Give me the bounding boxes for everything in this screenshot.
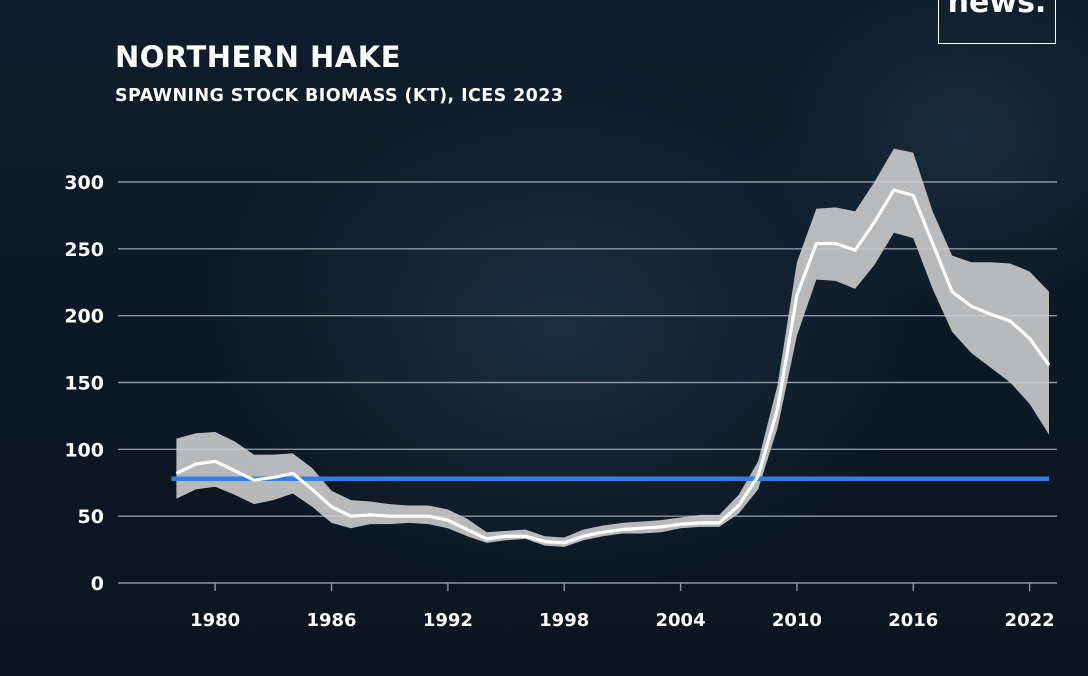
x-tick-label: 1998 xyxy=(539,610,589,631)
y-axis-ticks: 0 50 100 150 200 250 300 xyxy=(64,172,104,595)
x-tick-label: 2022 xyxy=(1005,610,1055,631)
confidence-band-group xyxy=(176,148,1050,547)
ssb-line xyxy=(175,188,1051,545)
y-tick-label: 50 xyxy=(78,506,104,528)
chart-title: NORTHERN HAKE xyxy=(115,40,402,74)
news-logo: news. xyxy=(938,0,1056,44)
ssb-line-group xyxy=(175,188,1051,545)
x-axis-ticks: 1980 1986 1992 1998 2004 2010 2016 2022 xyxy=(190,583,1055,631)
x-tick-label: 1986 xyxy=(306,610,356,631)
y-tick-label: 0 xyxy=(91,573,104,595)
chart-subtitle: SPAWNING STOCK BIOMASS (KT), ICES 2023 xyxy=(115,86,564,106)
y-tick-label: 300 xyxy=(64,172,104,194)
x-tick-label: 2004 xyxy=(656,610,706,631)
x-tick-label: 1980 xyxy=(190,610,240,631)
x-tick-label: 2010 xyxy=(772,610,822,631)
y-tick-label: 100 xyxy=(64,439,104,461)
x-tick-label: 1992 xyxy=(423,610,473,631)
gridlines xyxy=(118,181,1057,584)
confidence-band xyxy=(176,148,1050,547)
x-tick-label: 2016 xyxy=(888,610,938,631)
y-tick-label: 150 xyxy=(64,373,104,395)
y-tick-label: 250 xyxy=(64,239,104,261)
y-tick-label: 200 xyxy=(64,306,104,328)
